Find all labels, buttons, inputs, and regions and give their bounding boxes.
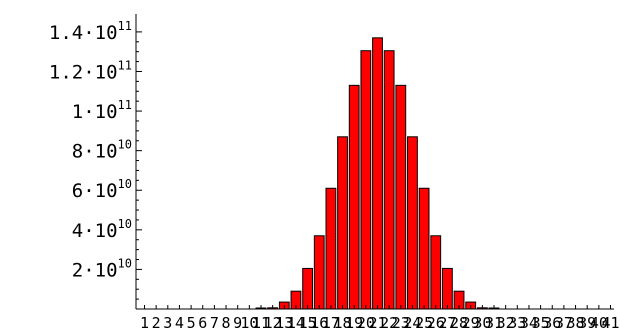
bar-24 (407, 136, 418, 310)
x-tick-label: 19 (345, 314, 363, 332)
x-tick-label: 24 (403, 314, 421, 332)
x-tick-label: 15 (299, 314, 317, 332)
x-tick-label: 16 (310, 314, 328, 332)
y-tick-label: 2·1010 (72, 256, 132, 281)
bar-22 (383, 50, 395, 310)
x-tick-label: 3 (163, 314, 172, 332)
bar-20 (360, 50, 372, 310)
x-tick-label: 1 (140, 314, 149, 332)
x-tick-label: 37 (555, 314, 573, 332)
x-tick-label: 23 (392, 314, 410, 332)
bar-series (255, 37, 500, 310)
bar-25 (418, 187, 430, 310)
x-tick-label: 8 (222, 314, 231, 332)
y-tick-label: 1.2·1011 (49, 58, 132, 83)
bar-15 (302, 267, 314, 310)
bar-23 (395, 84, 407, 310)
x-tick-label: 17 (322, 314, 340, 332)
x-axis-ticks: 1 2 3 4 5 6 7 8 91011121314151617181920212223242… (140, 305, 620, 332)
y-tick-label: 8·1010 (72, 138, 132, 163)
x-tick-label: 31 (485, 314, 503, 332)
x-tick-label: 5 (187, 314, 196, 332)
x-tick-label: 21 (368, 314, 386, 332)
x-tick-label: 29 (462, 314, 480, 332)
bar-16 (313, 235, 325, 310)
bar-26 (430, 235, 442, 310)
x-tick-label: 13 (275, 314, 293, 332)
x-tick-label: 18 (334, 314, 352, 332)
x-tick-label: 25 (415, 314, 433, 332)
x-tick-label: 22 (380, 314, 398, 332)
y-tick-label: 1·1011 (72, 98, 132, 123)
bar-21 (372, 37, 383, 310)
x-tick-label: 35 (532, 314, 550, 332)
x-tick-label: 6 (198, 314, 207, 332)
x-tick-label: 40 (590, 314, 608, 332)
x-tick-label: 33 (508, 314, 526, 332)
bar-17 (325, 187, 337, 310)
x-tick-label: 38 (567, 314, 585, 332)
x-tick-label: 4 (175, 314, 184, 332)
y-tick-label: 1.4·1011 (49, 19, 132, 44)
x-tick-label: 36 (543, 314, 561, 332)
x-tick-label: 27 (438, 314, 456, 332)
y-tick-label: 6·1010 (72, 177, 132, 202)
x-tick-label: 26 (427, 314, 445, 332)
x-tick-label: 32 (497, 314, 515, 332)
bar-19 (348, 84, 360, 310)
x-tick-label: 7 (210, 314, 219, 332)
x-tick-label: 14 (287, 314, 305, 332)
x-tick-label: 34 (520, 314, 538, 332)
x-tick-label: 9 (233, 314, 242, 332)
x-tick-label: 12 (264, 314, 282, 332)
x-tick-label: 28 (450, 314, 468, 332)
x-tick-label: 39 (578, 314, 596, 332)
x-tick-label: 2 (152, 314, 161, 332)
y-axis-ticks: 2·1010 4·1010 6·1010 8·1010 1·1011 1.2·1011 1.… (49, 19, 142, 300)
bar-18 (337, 136, 348, 310)
x-tick-label: 11 (252, 314, 270, 332)
x-tick-label: 20 (357, 314, 375, 332)
bar-27 (442, 267, 453, 310)
y-tick-label: 4·1010 (72, 217, 132, 242)
x-tick-label: 41 (601, 314, 619, 332)
x-tick-label: 10 (240, 314, 258, 332)
x-tick-label: 30 (473, 314, 491, 332)
